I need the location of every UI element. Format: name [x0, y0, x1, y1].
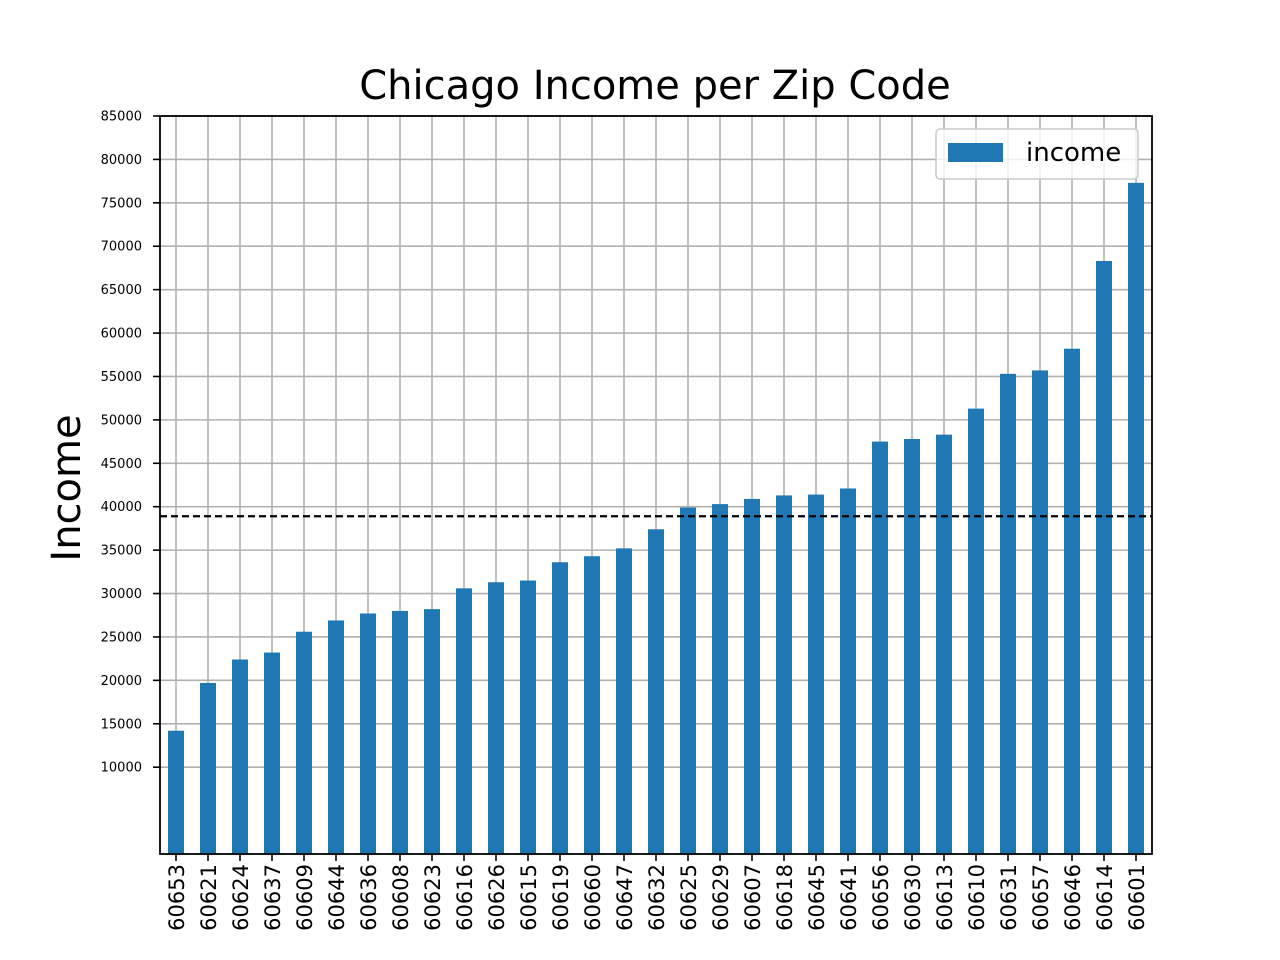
x-tick-label: 60632 [645, 864, 669, 931]
x-tick-label: 60625 [677, 864, 701, 931]
y-tick-label: 40000 [101, 500, 142, 515]
bar-60616 [456, 588, 472, 854]
bar-60641 [840, 488, 856, 854]
x-tick-label: 60653 [165, 864, 189, 931]
y-tick-label: 35000 [101, 544, 142, 559]
x-tick-label: 60657 [1029, 864, 1053, 931]
x-tick-label: 60610 [965, 864, 989, 931]
x-tick-label: 60656 [869, 864, 893, 931]
bar-60629 [712, 504, 728, 854]
x-tick-label: 60636 [357, 864, 381, 931]
axes [153, 115, 1153, 861]
bars [168, 182, 1144, 854]
legend-swatch [948, 143, 1003, 162]
y-tick-label: 80000 [101, 153, 142, 168]
plot-frame [159, 115, 1153, 855]
bar-60653 [168, 730, 184, 854]
x-tick-label: 60644 [325, 864, 349, 931]
bar-60631 [1000, 373, 1016, 854]
bar-60618 [776, 495, 792, 854]
x-tick-label: 60623 [421, 864, 445, 931]
bar-60637 [264, 652, 280, 854]
y-tick-label: 25000 [101, 630, 142, 645]
y-tick-label: 10000 [101, 761, 142, 776]
bar-60601 [1128, 182, 1144, 854]
x-tick-label: 60618 [773, 864, 797, 931]
y-tick-label: 50000 [101, 413, 142, 428]
bar-60656 [872, 441, 888, 854]
y-tick-label: 75000 [101, 196, 142, 211]
bar-60625 [680, 507, 696, 854]
y-tick-label: 30000 [101, 587, 142, 602]
y-tick-label: 15000 [101, 717, 142, 732]
x-tick-label: 60615 [517, 864, 541, 931]
x-tick-label: 60646 [1061, 864, 1085, 931]
x-tick-label: 60621 [197, 864, 221, 931]
bar-60632 [648, 529, 664, 854]
bar-60614 [1096, 260, 1112, 854]
x-tick-label: 60641 [837, 864, 861, 931]
legend-box [935, 128, 1139, 180]
legend: income [935, 128, 1139, 180]
chart-title: Chicago Income per Zip Code [359, 63, 951, 109]
x-tick-label: 60660 [581, 864, 605, 931]
bar-60645 [808, 494, 824, 854]
x-tick-labels: 60653 60621 60624 60637 60609 60644 60636 60608… [165, 864, 1149, 931]
x-tick-label: 60631 [997, 864, 1021, 931]
bar-60636 [360, 613, 376, 854]
y-tick-labels: 10000 15000 20000 25000 30000 35000 40000 45000… [101, 110, 142, 776]
bar-60623 [424, 609, 440, 854]
x-tick-label: 60601 [1125, 864, 1149, 931]
x-tick-label: 60624 [229, 864, 253, 931]
bar-60610 [968, 408, 984, 854]
x-tick-label: 60645 [805, 864, 829, 931]
x-tick-label: 60608 [389, 864, 413, 931]
x-tick-label: 60616 [453, 864, 477, 931]
y-tick-label: 85000 [101, 110, 142, 125]
y-tick-label: 65000 [101, 283, 142, 298]
bar-60607 [744, 498, 760, 854]
bar-60619 [552, 562, 568, 854]
bar-60615 [520, 580, 536, 854]
bar-60647 [616, 548, 632, 854]
y-axis-label: Income [44, 414, 90, 561]
bar-60608 [392, 610, 408, 854]
bar-60630 [904, 438, 920, 854]
y-tick-label: 45000 [101, 457, 142, 472]
bar-60660 [584, 556, 600, 854]
y-tick-label: 55000 [101, 370, 142, 385]
bar-60646 [1064, 348, 1080, 854]
legend-label: income [1026, 138, 1121, 168]
x-tick-label: 60613 [933, 864, 957, 931]
bar-60644 [328, 620, 344, 854]
x-tick-label: 60609 [293, 864, 317, 931]
x-tick-label: 60629 [709, 864, 733, 931]
y-tick-label: 70000 [101, 240, 142, 255]
bar-60613 [936, 434, 952, 854]
bar-60626 [488, 582, 504, 854]
x-tick-label: 60637 [261, 864, 285, 931]
x-tick-label: 60647 [613, 864, 637, 931]
x-tick-label: 60619 [549, 864, 573, 931]
x-tick-label: 60630 [901, 864, 925, 931]
bar-60624 [232, 659, 248, 854]
x-tick-label: 60614 [1093, 864, 1117, 931]
y-tick-label: 20000 [101, 674, 142, 689]
bar-60621 [200, 682, 216, 854]
x-tick-label: 60607 [741, 864, 765, 931]
x-tick-label: 60626 [485, 864, 509, 931]
y-tick-label: 60000 [101, 327, 142, 342]
bar-60657 [1032, 370, 1048, 854]
bar-60609 [296, 631, 312, 854]
